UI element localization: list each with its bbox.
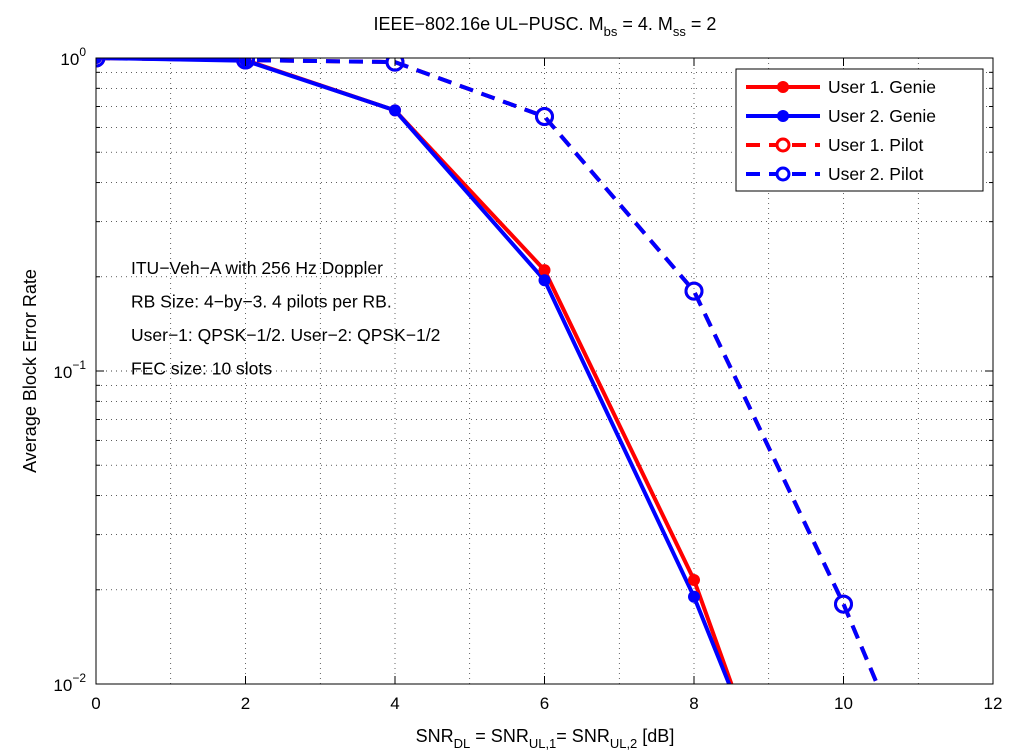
x-tick-label: 10 [834,694,853,713]
data-point [385,58,405,72]
annotation-line: ITU−Veh−A with 256 Hz Doppler [131,258,383,278]
x-tick-label: 0 [91,694,100,713]
annotation-line: User−1: QPSK−1/2. User−2: QPSK−1/2 [131,325,440,345]
chart-title: IEEE−802.16e UL−PUSC. Mbs = 4. Mss = 2 [374,14,717,39]
y-tick-label: 100 [60,45,86,69]
legend-label: User 2. Pilot [828,164,923,184]
x-tick-label: 6 [540,694,549,713]
legend-item: User 1. Genie [746,77,936,97]
x-tick-label: 12 [984,694,1003,713]
data-point [236,58,255,70]
data-point [684,281,704,301]
x-axis-label: SNRDL = SNRUL,1= SNRUL,2 [dB] [416,726,675,751]
legend-item: User 2. Genie [746,106,936,126]
legend-marker [775,137,791,153]
axis-ticks: 0 2 4 6 8 10 12 100 10−1 10−2 [53,45,1002,713]
legend: User 1. Genie User 2. Genie User 1. Pilot U… [735,68,984,192]
legend-label: User 1. Pilot [828,135,923,155]
legend-marker [777,81,789,93]
data-point [538,264,551,277]
data-point [834,594,853,614]
annotation-line: RB Size: 4−by−3. 4 pilots per RB. [131,292,392,312]
legend-label: User 2. Genie [828,106,936,126]
data-point [538,274,551,287]
data-point [688,590,700,603]
series-4-markers [96,58,853,614]
data-point [389,104,401,117]
y-tick-label: 10−1 [53,358,86,382]
legend-item: User 2. Pilot [746,164,923,184]
data-point [96,58,102,64]
legend-marker [777,110,789,122]
legend-item: User 1. Pilot [746,135,923,155]
x-tick-label: 8 [689,694,698,713]
x-tick-label: 2 [241,694,250,713]
data-point [688,573,700,586]
legend-label: User 1. Genie [828,77,936,97]
data-point [535,107,554,127]
legend-box [735,68,984,192]
y-tick-label: 10−2 [53,671,86,695]
annotation-line: FEC size: 10 slots [131,359,272,379]
x-tick-label: 4 [390,694,399,713]
annotation-block: ITU−Veh−A with 256 Hz Doppler RB Size: 4−… [131,258,440,379]
y-axis-label: Average Block Error Rate [20,269,40,473]
legend-marker [775,166,791,182]
